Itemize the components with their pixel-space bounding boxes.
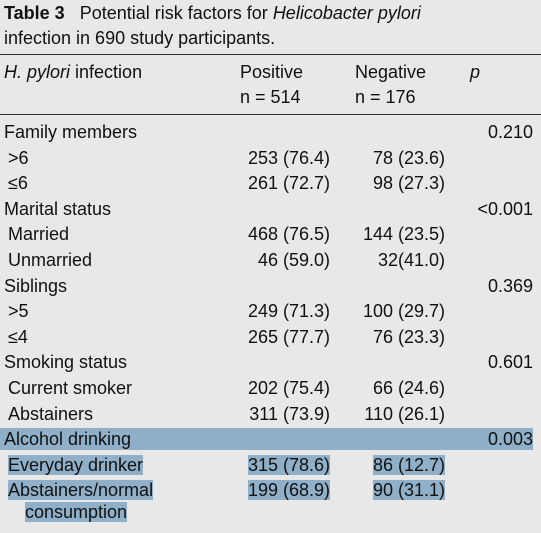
negative-text: 78 (23.6) <box>372 147 445 168</box>
p-value-text: 0.369 <box>487 275 533 296</box>
negative: 110 (26.1) <box>345 403 445 425</box>
p-value: 0.003 <box>433 428 533 450</box>
row-label: Current smoker <box>8 377 210 399</box>
caption-line-1: Table 3 Potential risk factors for Helic… <box>4 2 421 24</box>
negative: 144 (23.5) <box>345 223 445 245</box>
negative-text: 110 (26.1) <box>364 403 445 424</box>
row-label: Married <box>8 223 210 245</box>
row-label-text: Abstainers/normal consumption <box>8 480 154 523</box>
row-label-text: Current smoker <box>8 378 133 398</box>
group-label-text: Marital status <box>4 198 112 219</box>
positive: 261 (72.7) <box>230 172 330 194</box>
group-label-text: Smoking status <box>4 352 128 373</box>
negative: 86 (12.7) <box>345 454 445 476</box>
positive-text: 261 (72.7) <box>247 173 330 194</box>
row-label: >5 <box>8 300 210 322</box>
row-label: >6 <box>8 147 210 169</box>
negative-text: 144 (23.5) <box>362 224 445 245</box>
group-label: Alcohol drinking <box>4 428 131 450</box>
negative: 66 (24.6) <box>345 377 445 399</box>
negative-text: 32(41.0) <box>377 250 445 270</box>
positive-text: 468 (76.5) <box>247 224 330 245</box>
row-label-text: Married <box>8 224 70 245</box>
rule <box>0 114 541 115</box>
p-value: 0.369 <box>433 275 533 297</box>
row-label-text: >6 <box>8 147 29 168</box>
group-label-text: Alcohol drinking <box>4 429 132 450</box>
negative-text: 90 (31.1) <box>372 480 445 501</box>
header-p: p <box>470 62 481 82</box>
highlight-band <box>0 428 533 451</box>
header-label: H. pylori infection <box>4 61 142 83</box>
group-label: Smoking status <box>4 351 127 373</box>
group-label: Siblings <box>4 275 67 297</box>
group-label-text: Siblings <box>4 275 68 296</box>
positive-text: 253 (76.4) <box>247 147 330 168</box>
caption-line-2: infection in 690 study participants. <box>4 28 276 48</box>
negative: 32(41.0) <box>345 249 445 271</box>
row-label: ≤4 <box>8 326 210 348</box>
group-label: Marital status <box>4 198 111 220</box>
positive-text: 202 (75.4) <box>247 378 330 398</box>
header-negative-n: n = 176 <box>355 87 416 107</box>
p-value-text: 0.210 <box>487 122 533 142</box>
row-label: Abstainers <box>8 403 210 425</box>
positive: 249 (71.3) <box>230 300 330 322</box>
row-label-text: Everyday drinker <box>8 454 144 475</box>
p-value-text: 0.601 <box>487 352 533 373</box>
negative-text: 66 (24.6) <box>372 378 445 398</box>
row-label: Abstainers/normal consumption <box>8 479 210 523</box>
positive: 311 (73.9) <box>230 403 330 425</box>
caption-species: Helicobacter pylori <box>272 3 421 23</box>
rule <box>0 54 541 55</box>
positive-text: 249 (71.3) <box>247 301 330 322</box>
positive: 253 (76.4) <box>230 147 330 169</box>
p-value: 0.210 <box>433 121 533 143</box>
row-label: Unmarried <box>8 249 210 271</box>
positive: 265 (77.7) <box>230 326 330 348</box>
positive: 46 (59.0) <box>230 249 330 271</box>
header-positive: Positive <box>240 62 304 82</box>
positive-text: 199 (68.9) <box>247 480 330 501</box>
row-label: ≤6 <box>8 172 210 194</box>
positive: 468 (76.5) <box>230 223 330 245</box>
negative: 98 (27.3) <box>345 172 445 194</box>
negative: 78 (23.6) <box>345 147 445 169</box>
positive: 315 (78.6) <box>230 454 330 476</box>
positive-text: 46 (59.0) <box>257 250 330 270</box>
negative: 90 (31.1) <box>345 479 445 501</box>
p-value-text: 0.003 <box>487 429 533 450</box>
group-label-text: Family members <box>4 122 138 142</box>
row-label-text: ≤6 <box>8 173 28 194</box>
positive: 202 (75.4) <box>230 377 330 399</box>
caption-text: Potential risk factors for <box>79 3 268 23</box>
positive-text: 311 (73.9) <box>249 403 330 424</box>
row-label-text: Unmarried <box>8 250 93 270</box>
positive-text: 315 (78.6) <box>247 454 330 475</box>
header-rest: infection <box>75 62 143 82</box>
negative: 76 (23.3) <box>345 326 445 348</box>
positive-text: 265 (77.7) <box>247 326 330 347</box>
positive: 199 (68.9) <box>230 479 330 501</box>
p-value: 0.601 <box>433 351 533 373</box>
negative-text: 86 (12.7) <box>372 454 445 475</box>
header-positive-n: n = 514 <box>240 87 301 107</box>
row-label-text: Abstainers <box>8 403 94 424</box>
header-negative: Negative <box>355 62 427 82</box>
row-label: Everyday drinker <box>8 454 210 476</box>
p-value-text: <0.001 <box>477 198 533 219</box>
p-value: <0.001 <box>433 198 533 220</box>
negative-text: 76 (23.3) <box>372 326 445 347</box>
negative-text: 98 (27.3) <box>372 173 445 194</box>
negative: 100 (29.7) <box>345 300 445 322</box>
row-label-text: >5 <box>8 301 29 322</box>
negative-text: 100 (29.7) <box>362 301 445 322</box>
row-label-text: ≤4 <box>8 326 28 347</box>
header-organism: H. pylori <box>4 62 71 82</box>
table-label: Table 3 <box>4 3 65 23</box>
group-label: Family members <box>4 121 137 143</box>
